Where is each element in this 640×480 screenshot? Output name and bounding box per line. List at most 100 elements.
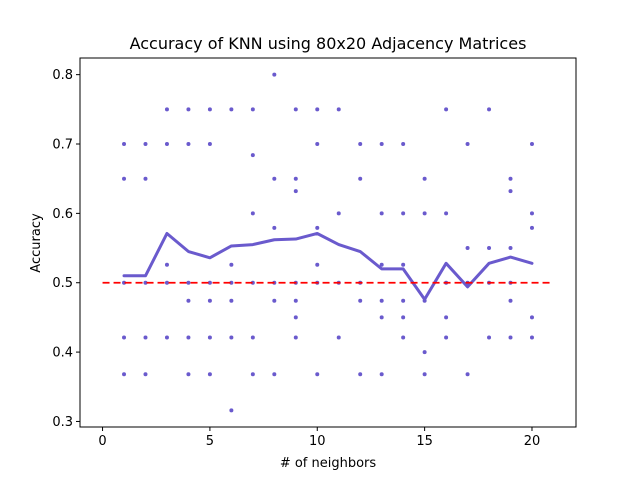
mean-accuracy-line (122, 231, 534, 301)
data-point (293, 298, 298, 303)
data-point (422, 350, 427, 355)
data-point (229, 335, 234, 340)
data-point (250, 372, 255, 377)
data-point (379, 372, 384, 377)
data-point (465, 372, 470, 377)
data-point (465, 246, 470, 251)
data-point (465, 142, 470, 147)
data-point (487, 335, 492, 340)
data-point (186, 335, 191, 340)
data-point (379, 142, 384, 147)
data-point (122, 176, 127, 181)
data-point (508, 298, 513, 303)
data-point (487, 246, 492, 251)
data-point (315, 262, 320, 267)
data-point (207, 142, 212, 147)
data-point (529, 225, 534, 230)
data-point (401, 298, 406, 303)
data-point (143, 176, 148, 181)
y-tick-label: 0.3 (52, 415, 73, 430)
data-point (207, 372, 212, 377)
data-point (508, 176, 513, 181)
y-axis-label: Accuracy (29, 213, 44, 273)
data-point (444, 315, 449, 320)
data-point (401, 211, 406, 216)
data-point (315, 107, 320, 112)
data-point (315, 225, 320, 230)
y-tick-label: 0.4 (52, 346, 73, 361)
axes: 0 5 10 15 20 0.3 0.4 0.5 0.6 0.7 0.8 (52, 68, 540, 449)
data-point (122, 280, 127, 285)
data-point (315, 142, 320, 147)
data-point (401, 335, 406, 340)
data-point (229, 280, 234, 285)
data-point (293, 335, 298, 340)
data-point (164, 280, 169, 285)
data-point (250, 211, 255, 216)
data-point (164, 142, 169, 147)
data-point (529, 315, 534, 320)
data-point (143, 142, 148, 147)
data-point (422, 211, 427, 216)
x-axis-label: # of neighbors (280, 456, 377, 471)
data-point (293, 107, 298, 112)
data-point (379, 211, 384, 216)
data-point (164, 107, 169, 112)
data-point (401, 262, 406, 267)
data-point (444, 211, 449, 216)
data-point (272, 298, 277, 303)
data-point (207, 107, 212, 112)
data-point (250, 280, 255, 285)
data-point (401, 315, 406, 320)
chart-title: Accuracy of KNN using 80x20 Adjacency Ma… (130, 34, 527, 53)
data-point (186, 372, 191, 377)
data-point (358, 372, 363, 377)
data-point (293, 176, 298, 181)
x-tick-label: 20 (524, 434, 541, 449)
y-tick-label: 0.7 (52, 138, 73, 153)
data-point (272, 176, 277, 181)
data-point (143, 372, 148, 377)
data-point (358, 142, 363, 147)
data-point (487, 107, 492, 112)
data-point (508, 189, 513, 194)
data-point (293, 315, 298, 320)
data-point (250, 153, 255, 158)
data-point (122, 142, 127, 147)
data-point (379, 315, 384, 320)
data-point (444, 107, 449, 112)
data-point (422, 372, 427, 377)
data-point (379, 298, 384, 303)
data-point (508, 246, 513, 251)
data-point (186, 107, 191, 112)
data-point (401, 142, 406, 147)
data-point (250, 335, 255, 340)
data-point (272, 225, 277, 230)
data-point (207, 335, 212, 340)
data-point (358, 298, 363, 303)
data-point (122, 335, 127, 340)
data-point (143, 280, 148, 285)
x-tick-label: 10 (309, 434, 326, 449)
data-point (272, 72, 277, 77)
data-point (508, 335, 513, 340)
data-point (122, 372, 127, 377)
y-tick-label: 0.5 (52, 276, 73, 291)
data-point (143, 335, 148, 340)
data-point (336, 211, 341, 216)
data-point (207, 280, 212, 285)
data-point (529, 211, 534, 216)
data-point (529, 335, 534, 340)
data-point (186, 298, 191, 303)
data-point (293, 189, 298, 194)
x-tick-label: 5 (206, 434, 214, 449)
x-tick-label: 15 (416, 434, 433, 449)
plot-frame (79, 57, 577, 428)
data-point (164, 262, 169, 267)
data-point (229, 107, 234, 112)
y-tick-label: 0.8 (52, 68, 73, 83)
plot-area (102, 72, 554, 413)
data-point (272, 372, 277, 377)
